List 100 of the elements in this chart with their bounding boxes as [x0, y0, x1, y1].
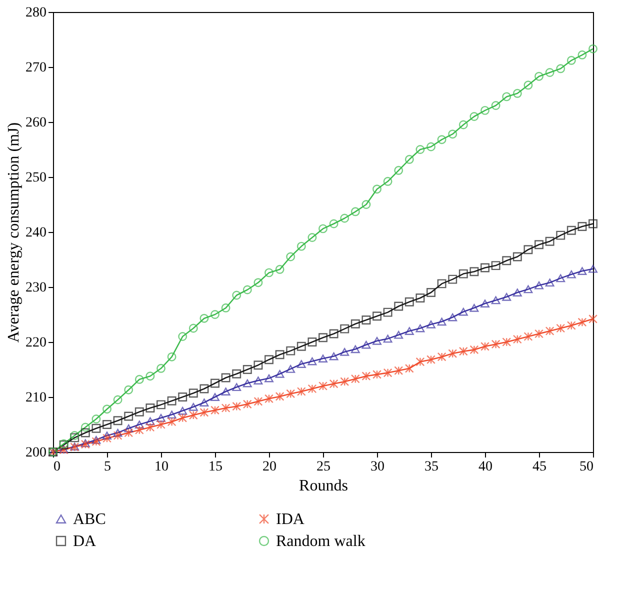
point — [92, 424, 101, 433]
point — [404, 297, 414, 306]
point — [264, 374, 274, 382]
x-tick-label: 30 — [370, 460, 384, 474]
point — [167, 396, 176, 406]
point — [566, 56, 576, 65]
point — [254, 278, 263, 288]
point — [264, 268, 274, 278]
point — [416, 294, 425, 302]
point — [275, 350, 284, 360]
point — [437, 318, 446, 326]
point — [480, 300, 490, 308]
point — [383, 334, 392, 343]
point — [156, 420, 166, 429]
point — [491, 261, 500, 270]
point — [383, 368, 392, 378]
point — [340, 377, 350, 386]
point — [524, 332, 533, 341]
legend-label: DA — [73, 533, 97, 550]
point — [340, 214, 350, 223]
point — [458, 269, 468, 278]
point — [200, 314, 209, 323]
point — [512, 88, 522, 98]
point — [134, 374, 144, 384]
point — [491, 340, 500, 349]
y-tick-label: 260 — [26, 116, 46, 130]
point — [578, 267, 587, 276]
point — [264, 394, 274, 404]
point — [80, 422, 90, 432]
point — [480, 263, 490, 272]
y-tick-label: 280 — [26, 6, 46, 20]
point — [102, 420, 112, 429]
point — [512, 288, 522, 296]
point — [588, 219, 598, 228]
point — [404, 364, 414, 373]
point — [124, 424, 134, 432]
point — [362, 340, 371, 349]
point — [242, 400, 252, 409]
point — [70, 433, 80, 442]
point — [275, 370, 284, 378]
point — [200, 398, 209, 406]
point — [416, 324, 425, 332]
point — [232, 383, 242, 392]
point — [578, 50, 587, 60]
point — [156, 414, 166, 422]
x-tick-label: 20 — [262, 460, 276, 474]
point — [470, 304, 479, 312]
point — [124, 428, 134, 438]
point — [92, 436, 101, 444]
point — [113, 431, 122, 440]
point — [372, 312, 382, 321]
point — [156, 364, 166, 373]
point — [545, 326, 554, 336]
point — [404, 154, 414, 164]
point — [340, 348, 350, 356]
point — [394, 330, 404, 339]
point — [502, 292, 512, 301]
point — [296, 242, 306, 251]
point — [254, 396, 263, 406]
point — [242, 285, 252, 294]
point — [70, 431, 80, 440]
point — [437, 279, 446, 288]
y-tick-label: 250 — [26, 170, 46, 186]
point — [416, 145, 425, 154]
point — [221, 404, 230, 412]
y-tick-label: 240 — [26, 226, 46, 240]
point — [102, 432, 112, 440]
point — [102, 404, 112, 414]
point — [329, 329, 338, 338]
point — [200, 384, 209, 394]
point — [362, 316, 371, 324]
y-axis-title: Average energy consumption (mJ) — [6, 122, 22, 343]
point — [556, 324, 566, 333]
point — [210, 378, 220, 388]
point — [124, 385, 134, 394]
point — [437, 352, 446, 362]
point — [296, 387, 306, 396]
point — [318, 333, 328, 342]
point — [221, 303, 230, 312]
point — [92, 414, 101, 424]
point — [200, 408, 209, 417]
point — [167, 352, 176, 362]
point — [566, 226, 576, 235]
point — [470, 267, 479, 276]
x-tick-label: 5 — [104, 460, 111, 474]
point — [188, 324, 198, 333]
point — [578, 222, 587, 231]
point — [480, 342, 490, 351]
point — [329, 379, 338, 388]
point — [242, 379, 252, 388]
point — [556, 64, 566, 74]
point — [275, 392, 284, 401]
point — [545, 68, 554, 77]
point — [458, 346, 468, 356]
point — [188, 410, 198, 420]
point — [512, 252, 522, 262]
point — [329, 352, 338, 360]
point — [372, 184, 382, 194]
point — [491, 101, 500, 110]
point — [254, 360, 263, 370]
